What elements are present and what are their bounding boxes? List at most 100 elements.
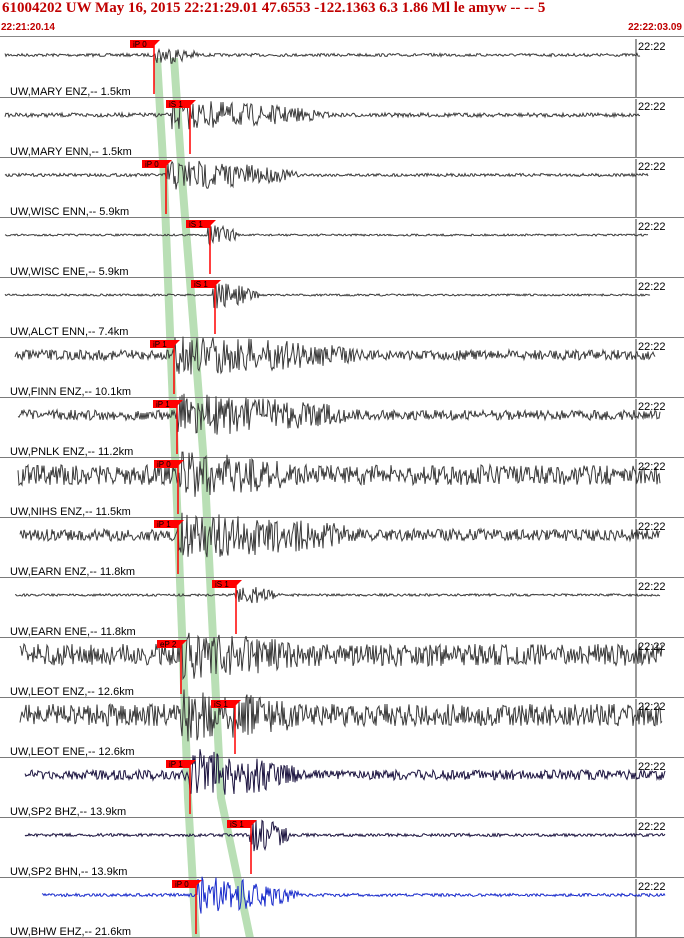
station-label: UW,NIHS ENZ,-- 11.5km — [10, 506, 131, 518]
pick-label: iP 1 — [156, 400, 170, 409]
pick-label: iP 0 — [175, 880, 189, 889]
phase-pick[interactable]: iP 1 — [153, 400, 183, 454]
pick-label: iP 0 — [145, 160, 159, 169]
station-label: UW,WISC ENE,-- 5.9km — [10, 266, 129, 278]
pick-label-flag — [190, 100, 196, 106]
waveform-trace — [14, 336, 656, 375]
phase-pick[interactable]: iS 1 — [227, 820, 257, 874]
pick-label-box — [166, 100, 190, 108]
phase-pick[interactable]: eP 2 — [157, 640, 187, 694]
row-time-label: 22:22 — [638, 341, 666, 353]
trace-row[interactable]: iP 0 22:22 UW,MARY ENZ,-- 1.5km — [0, 39, 684, 98]
waveform-trace — [24, 749, 666, 795]
waveform-trace — [17, 393, 661, 435]
row-time-label: 22:22 — [638, 581, 666, 593]
station-label: UW,ALCT ENN,-- 7.4km — [10, 326, 128, 338]
trace-row[interactable]: iP 1 22:22 UW,FINN ENZ,-- 10.1km — [0, 336, 684, 398]
trace-row[interactable]: iS 1 22:22 UW,ALCT ENN,-- 7.4km — [0, 279, 684, 338]
phase-pick[interactable]: iP 0 — [172, 880, 202, 934]
pick-label: iP 0 — [133, 40, 147, 49]
pick-label-box — [142, 160, 166, 168]
station-label: UW,MARY ENZ,-- 1.5km — [10, 86, 131, 98]
pick-label-box — [154, 460, 178, 468]
pick-label: iS 1 — [169, 100, 183, 109]
pick-label-box — [211, 700, 235, 708]
row-time-label: 22:22 — [638, 281, 666, 293]
row-time-label: 22:22 — [638, 821, 666, 833]
s-wave-band — [170, 58, 254, 938]
pick-label-box — [166, 760, 190, 768]
pick-label: iP 1 — [157, 520, 171, 529]
row-time-label: 22:22 — [638, 401, 666, 413]
pick-label: iP 1 — [169, 760, 183, 769]
phase-pick[interactable]: iP 0 — [130, 40, 160, 94]
phase-pick[interactable]: iS 1 — [191, 280, 221, 334]
phase-pick[interactable]: iS 1 — [186, 220, 216, 274]
pick-label: iS 1 — [194, 280, 208, 289]
pick-label-box — [157, 640, 181, 648]
trace-row[interactable]: eP 2 22:22 UW,LEOT ENZ,-- 12.6km — [0, 632, 684, 698]
waveform-trace — [19, 512, 661, 558]
row-time-label: 22:22 — [638, 41, 666, 53]
pick-label: iP 1 — [153, 340, 167, 349]
pick-label: iS 1 — [189, 220, 203, 229]
phase-pick[interactable]: iP 0 — [154, 460, 184, 514]
station-label: UW,SP2 BHZ,-- 13.9km — [10, 806, 126, 818]
trace-row[interactable]: iP 0 22:22 UW,BHW EHZ,-- 21.6km — [0, 876, 684, 938]
header-bar: 61004202 UW May 16, 2015 22:21:29.01 47.… — [0, 0, 684, 38]
pick-label-flag — [166, 160, 172, 166]
waveform-trace — [4, 224, 649, 246]
trace-row[interactable]: iP 1 22:22 UW,EARN ENZ,-- 11.8km — [0, 512, 684, 578]
phase-pick[interactable]: iS 1 — [212, 580, 242, 634]
pick-label: iP 0 — [157, 460, 171, 469]
pick-label: iS 1 — [215, 580, 229, 589]
phase-pick[interactable]: iP 1 — [154, 520, 184, 574]
station-label: UW,EARN ENZ,-- 11.8km — [10, 566, 135, 578]
pick-label-box — [212, 580, 236, 588]
pick-label-box — [154, 520, 178, 528]
waveform-trace — [4, 47, 641, 64]
trace-row[interactable]: iS 1 22:22 UW,WISC ENE,-- 5.9km — [0, 219, 684, 278]
row-time-label: 22:22 — [638, 761, 666, 773]
station-label: UW,PNLK ENZ,-- 11.2km — [10, 446, 133, 458]
pick-label-box — [130, 40, 154, 48]
trace-row[interactable]: iP 1 22:22 UW,PNLK ENZ,-- 11.2km — [0, 393, 684, 458]
event-title: 61004202 UW May 16, 2015 22:21:29.01 47.… — [2, 0, 546, 16]
phase-pick[interactable]: iS 1 — [166, 100, 196, 154]
trace-row[interactable]: iS 1 22:22 UW,MARY ENN,-- 1.5km — [0, 99, 684, 158]
waveform-trace — [4, 283, 651, 309]
phase-pick[interactable]: iP 1 — [150, 340, 180, 394]
pick-label-flag — [181, 640, 187, 646]
trace-row[interactable]: iP 0 22:22 UW,NIHS ENZ,-- 11.5km — [0, 451, 684, 518]
waveform-trace — [24, 819, 666, 852]
trace-row[interactable]: iP 0 22:22 UW,WISC ENN,-- 5.9km — [0, 159, 684, 218]
row-time-label: 22:22 — [638, 161, 666, 173]
pick-label-flag — [178, 460, 184, 466]
row-time-label: 22:22 — [638, 461, 666, 473]
station-label: UW,SP2 BHN,-- 13.9km — [10, 866, 127, 878]
pick-label-box — [186, 220, 210, 228]
trace-row[interactable]: iS 1 22:22 UW,EARN ENE,-- 11.8km — [0, 579, 684, 638]
end-time-label: 22:22:03.09 — [628, 22, 682, 33]
p-wave-band — [153, 58, 200, 938]
station-label: UW,FINN ENZ,-- 10.1km — [10, 386, 131, 398]
pick-label-flag — [235, 700, 241, 706]
phase-pick[interactable]: iP 0 — [142, 160, 172, 214]
pick-label-box — [172, 880, 196, 888]
waveform-trace — [17, 451, 661, 497]
pick-label: eP 2 — [160, 640, 177, 649]
row-time-label: 22:22 — [638, 521, 666, 533]
seismogram-panel[interactable]: iP 0 22:22 UW,MARY ENZ,-- 1.5km iS 1 22:22 UW… — [0, 38, 684, 938]
station-label: UW,MARY ENN,-- 1.5km — [10, 146, 132, 158]
pick-label-flag — [154, 40, 160, 46]
pick-label: iS 1 — [214, 700, 228, 709]
trace-row[interactable]: iS 1 22:22 UW,LEOT ENE,-- 12.6km — [0, 689, 684, 759]
phase-pick[interactable]: iS 1 — [211, 700, 241, 754]
trace-row[interactable]: iP 1 22:22 UW,SP2 BHZ,-- 13.9km — [0, 749, 684, 818]
trace-row[interactable]: iS 1 22:22 UW,SP2 BHN,-- 13.9km — [0, 819, 684, 878]
waveform-trace — [4, 100, 641, 130]
pick-label-box — [227, 820, 251, 828]
pick-label-flag — [174, 340, 180, 346]
phase-pick[interactable]: iP 1 — [166, 760, 196, 814]
station-label: UW,LEOT ENZ,-- 12.6km — [10, 686, 134, 698]
